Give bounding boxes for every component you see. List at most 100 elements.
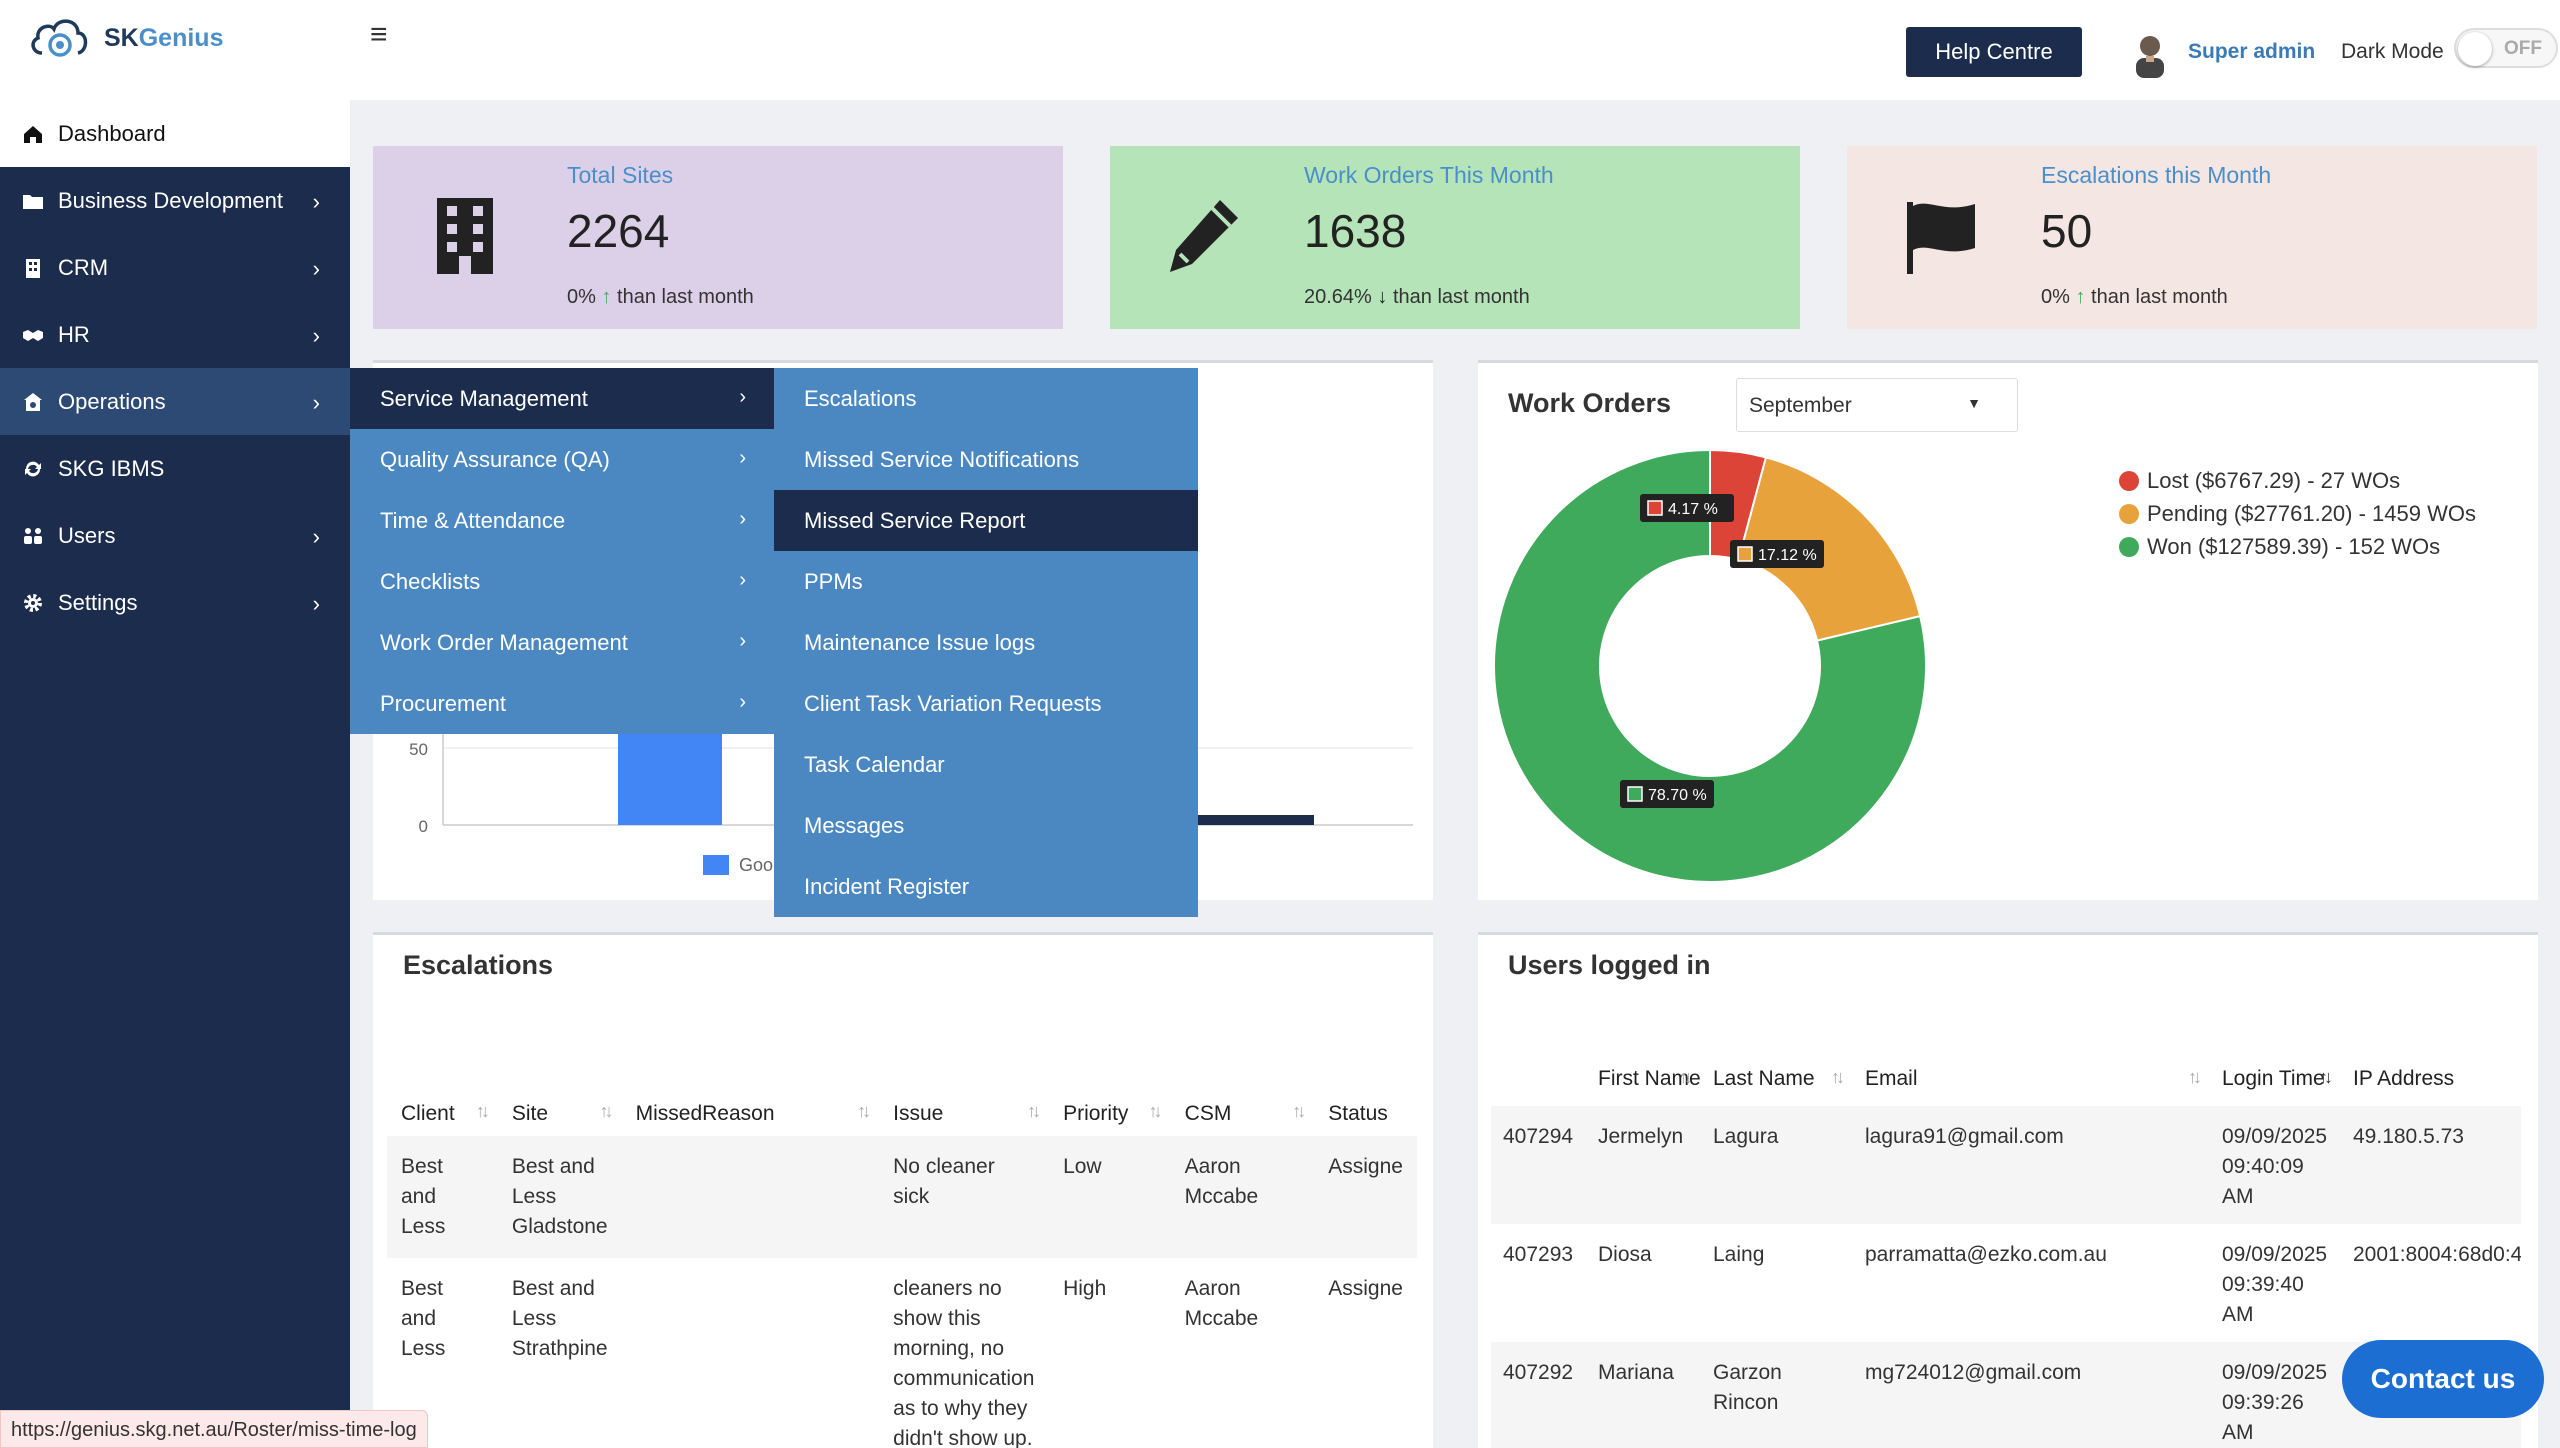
sidebar-item-hr[interactable]: HR ›	[0, 301, 350, 368]
users-icon	[22, 525, 44, 547]
sort-icon[interactable]: ↑↓	[1831, 1067, 1845, 1087]
sort-icon[interactable]: ↑↓	[599, 1101, 614, 1121]
sort-icon[interactable]: ↑↓	[2188, 1067, 2202, 1087]
chevron-right-icon: ›	[312, 524, 320, 549]
submenu-item-quality-assurance-qa[interactable]: Quality Assurance (QA) ›	[350, 429, 774, 490]
toggle-knob	[2458, 32, 2492, 66]
submenu-item-label: Task Calendar	[804, 751, 945, 777]
table-cell: Laing	[1713, 1243, 1765, 1266]
table-cell: Aaron Mccabe	[1170, 1136, 1315, 1258]
table-row[interactable]: Best and Less Best and Less Gladstone No c…	[387, 1136, 1417, 1258]
table-row[interactable]: 407292 Mariana Garzon Rincon mg724012@gmail…	[1491, 1342, 2521, 1448]
legend-item-pending[interactable]: Pending ($27761.20) - 1459 WOs	[2119, 497, 2476, 530]
submenu-item-messages[interactable]: Messages	[774, 795, 1198, 856]
column-header-label: First Name	[1598, 1067, 1701, 1090]
legend-label: Won ($127589.39) - 152 WOs	[2147, 533, 2441, 559]
logo[interactable]: SKGenius	[26, 10, 226, 66]
contact-us-button[interactable]: Contact us	[2342, 1340, 2544, 1418]
legend-item-won[interactable]: Won ($127589.39) - 152 WOs	[2119, 530, 2476, 563]
sidebar-item-users[interactable]: Users ›	[0, 502, 350, 569]
submenu-item-ppms[interactable]: PPMs	[774, 551, 1198, 612]
legend-item-lost[interactable]: Lost ($6767.29) - 27 WOs	[2119, 464, 2476, 497]
submenu-item-escalations[interactable]: Escalations	[774, 368, 1198, 429]
column-header-label: CSM	[1184, 1102, 1232, 1125]
table-cell	[621, 1136, 880, 1258]
column-header[interactable]: Last Name ↑↓	[1701, 1020, 1853, 1106]
column-header[interactable]: Login Time ↑↓	[2210, 1020, 2341, 1106]
submenu-item-procurement[interactable]: Procurement ›	[350, 673, 774, 734]
submenu-item-label: Messages	[804, 812, 905, 838]
sort-icon[interactable]: ↑↓	[1148, 1101, 1163, 1121]
table-cell: 09/09/2025 09:40:09 AM	[2210, 1106, 2341, 1224]
sort-icon[interactable]: ↑↓	[857, 1101, 871, 1121]
chevron-right-icon: ›	[739, 569, 746, 591]
submenu-item-service-management[interactable]: Service Management ›	[350, 368, 774, 429]
column-header[interactable]: CSM ↑↓	[1171, 1082, 1315, 1136]
table-row[interactable]: Best and Less Best and Less Strathpine cle…	[387, 1258, 1417, 1448]
table-cell: parramatta@ezko.com.au	[1865, 1243, 2107, 1266]
column-header[interactable]	[1491, 1020, 1586, 1106]
sort-icon[interactable]: ↑↓	[2319, 1067, 2333, 1087]
avatar[interactable]	[2128, 30, 2172, 78]
column-header[interactable]: IP Address	[2341, 1020, 2521, 1106]
sort-icon[interactable]: ↑↓	[1679, 1067, 1693, 1087]
submenu-item-time-attendance[interactable]: Time & Attendance ›	[350, 490, 774, 551]
submenu-item-client-task-variation-requests[interactable]: Client Task Variation Requests	[774, 673, 1198, 734]
column-header[interactable]: First Name ↑↓	[1586, 1020, 1701, 1106]
user-name-link[interactable]: Super admin	[2188, 40, 2316, 63]
dark-mode-toggle[interactable]: OFF	[2454, 28, 2558, 68]
operations-submenu: Service Management › Quality Assurance (QA…	[350, 368, 774, 734]
sort-icon[interactable]: ↑↓	[1292, 1101, 1306, 1121]
column-header-label: Client	[401, 1102, 455, 1125]
table-cell: High	[1063, 1277, 1107, 1300]
submenu-item-label: Missed Service Notifications	[804, 446, 1080, 472]
sidebar-item-business-development[interactable]: Business Development ›	[0, 167, 350, 234]
submenu-item-task-calendar[interactable]: Task Calendar	[774, 734, 1198, 795]
sidebar-item-skg-ibms[interactable]: SKG IBMS	[0, 435, 350, 502]
submenu-item-checklists[interactable]: Checklists ›	[350, 551, 774, 612]
stat-card-1: Total Sites 2264 0% ↑ than last month	[373, 146, 1063, 329]
operations-icon	[22, 391, 44, 413]
column-header[interactable]: Site ↑↓	[498, 1082, 622, 1136]
submenu-item-missed-service-notifications[interactable]: Missed Service Notifications	[774, 429, 1198, 490]
submenu-item-incident-register[interactable]: Incident Register	[774, 856, 1198, 917]
table-cell: 407292	[1491, 1342, 1586, 1448]
sidebar-item-dashboard[interactable]: Dashboard	[0, 100, 350, 167]
month-select[interactable]: September ▼	[1736, 378, 2018, 432]
table-cell: Best and Less Gladstone	[497, 1136, 622, 1258]
legend-dot	[2119, 536, 2139, 557]
submenu-item-maintenance-issue-logs[interactable]: Maintenance Issue logs	[774, 612, 1198, 673]
submenu-item-missed-service-report[interactable]: Missed Service Report	[774, 490, 1198, 551]
chevron-right-icon: ›	[312, 323, 320, 348]
column-header[interactable]: Client ↑↓	[387, 1082, 498, 1136]
stat-change-percent: 0%	[2041, 286, 2070, 308]
sidebar-item-operations[interactable]: Operations ›	[0, 368, 350, 435]
column-header[interactable]: Issue ↑↓	[879, 1082, 1049, 1136]
table-cell: Garzon Rincon	[1701, 1342, 1853, 1448]
column-header-label: MissedReason	[635, 1102, 775, 1125]
sidebar-item-crm[interactable]: CRM ›	[0, 234, 350, 301]
stat-value: 50	[2041, 205, 2093, 257]
column-header[interactable]: MissedReason ↑↓	[622, 1082, 880, 1136]
stat-value: 1638	[1304, 205, 1407, 257]
sidebar-item-settings[interactable]: Settings ›	[0, 569, 350, 636]
submenu-item-work-order-management[interactable]: Work Order Management ›	[350, 612, 774, 673]
hamburger-menu-icon[interactable]: ≡	[370, 18, 388, 51]
table-cell: Low	[1049, 1136, 1171, 1258]
stat-change-percent: 0%	[567, 286, 596, 308]
table-row[interactable]: 407293 Diosa Laing parramatta@ezko.com.au 09…	[1491, 1224, 2521, 1342]
sort-icon[interactable]: ↑↓	[475, 1101, 490, 1121]
column-header-label: Issue	[893, 1102, 944, 1125]
help-centre-button[interactable]: Help Centre	[1906, 27, 2082, 77]
table-cell: lagura91@gmail.com	[1853, 1106, 2210, 1224]
arrow-down-icon: ↓	[1371, 286, 1393, 308]
sort-icon[interactable]: ↑↓	[1027, 1101, 1041, 1121]
chevron-right-icon: ›	[312, 591, 320, 616]
table-cell: 407293	[1503, 1243, 1574, 1266]
table-row[interactable]: 407294 Jermelyn Lagura lagura91@gmail.com 09…	[1491, 1106, 2521, 1224]
stat-change-suffix: than last month	[2091, 286, 2228, 308]
column-header[interactable]: Email ↑↓	[1853, 1020, 2210, 1106]
stat-label: Escalations this Month	[2041, 162, 2272, 188]
column-header[interactable]: Status	[1314, 1082, 1417, 1136]
column-header[interactable]: Priority ↑↓	[1049, 1082, 1171, 1136]
